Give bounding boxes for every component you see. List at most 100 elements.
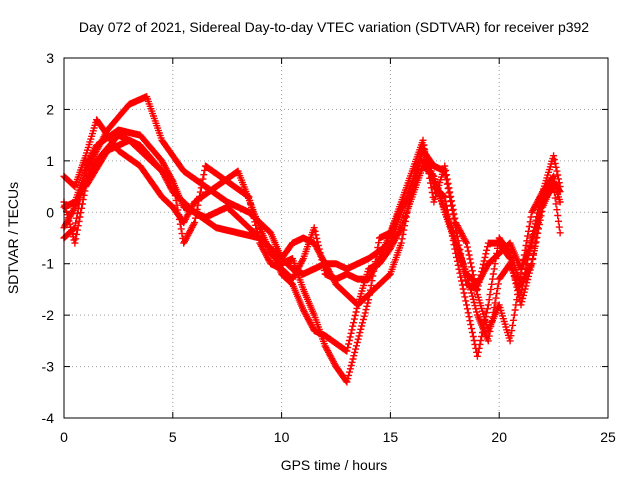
data-point xyxy=(531,242,533,244)
data-point xyxy=(433,165,435,167)
y-tick-label: -1 xyxy=(42,256,55,272)
x-tick-label: 0 xyxy=(60,429,68,445)
data-point xyxy=(183,221,185,224)
data-point xyxy=(117,134,119,136)
data-point xyxy=(324,273,326,275)
data-point xyxy=(226,201,228,203)
data-point xyxy=(281,268,283,270)
data-point xyxy=(553,175,555,177)
data-point xyxy=(542,191,544,193)
data-point xyxy=(117,129,119,131)
data-point xyxy=(85,155,87,157)
data-point xyxy=(553,185,555,188)
data-point xyxy=(487,329,489,332)
data-point xyxy=(291,278,294,280)
data-point xyxy=(313,268,315,270)
data-point xyxy=(270,252,272,255)
data-point xyxy=(411,196,413,198)
data-point xyxy=(444,170,446,172)
y-tick-label: -2 xyxy=(42,307,55,323)
data-point xyxy=(146,95,148,98)
data-point xyxy=(335,365,337,368)
data-point xyxy=(346,268,348,270)
data-point xyxy=(389,273,391,275)
data-point xyxy=(559,232,561,234)
data-point xyxy=(248,196,250,198)
data-point xyxy=(215,227,217,229)
data-point xyxy=(237,232,239,234)
x-tick-labels: 0 5 10 15 20 25 xyxy=(60,429,616,445)
data-point xyxy=(368,257,370,260)
x-tick-label: 10 xyxy=(274,429,290,445)
data-point xyxy=(183,242,185,244)
data-point xyxy=(542,201,544,203)
data-point xyxy=(346,293,348,296)
data-point xyxy=(509,340,511,342)
data-point xyxy=(520,268,522,270)
data-point xyxy=(487,263,489,265)
data-point xyxy=(96,160,98,162)
data-point xyxy=(378,263,381,265)
data-point xyxy=(553,180,555,183)
data-point xyxy=(422,165,424,167)
data-point xyxy=(302,309,304,311)
data-point xyxy=(400,242,402,244)
data-point xyxy=(281,263,283,265)
data-point xyxy=(476,288,479,291)
data-point xyxy=(400,227,402,229)
data-point xyxy=(455,227,457,229)
x-tick-label: 20 xyxy=(491,429,507,445)
series-markers xyxy=(60,131,564,309)
data-point xyxy=(444,165,446,167)
data-point xyxy=(74,242,76,244)
data-point xyxy=(204,165,207,167)
data-point xyxy=(531,211,533,213)
series-track-5 xyxy=(60,131,564,309)
data-point xyxy=(368,268,370,270)
y-tick-label: -4 xyxy=(42,410,55,426)
data-point xyxy=(487,304,489,306)
data-point xyxy=(498,278,500,280)
y-tick-label: -3 xyxy=(42,359,55,375)
data-point xyxy=(476,355,479,357)
data-point xyxy=(96,119,98,121)
y-tick-label: 1 xyxy=(46,153,54,169)
data-point xyxy=(498,304,500,306)
data-point xyxy=(85,180,87,183)
data-point xyxy=(509,257,511,260)
data-point xyxy=(291,242,294,244)
data-point xyxy=(476,314,479,316)
x-tick-label: 25 xyxy=(600,429,616,445)
data-point xyxy=(487,340,489,342)
data-point xyxy=(335,263,337,265)
data-point xyxy=(139,144,141,147)
data-point xyxy=(183,206,185,208)
data-point xyxy=(520,273,522,275)
data-point xyxy=(335,283,337,285)
y-tick-labels: -4 -3 -2 -1 0 1 2 3 xyxy=(42,50,55,426)
data-point xyxy=(117,149,119,152)
data-point xyxy=(270,263,272,265)
data-point xyxy=(281,273,283,275)
data-point xyxy=(559,191,561,193)
data-point xyxy=(172,206,174,208)
data-point xyxy=(422,139,424,141)
x-tick-label: 15 xyxy=(383,429,399,445)
data-point xyxy=(357,278,359,280)
data-point xyxy=(281,257,283,260)
data-point xyxy=(291,257,294,260)
data-point xyxy=(161,196,163,198)
data-point xyxy=(302,257,304,260)
data-point xyxy=(411,170,413,172)
data-point xyxy=(444,211,446,213)
data-point xyxy=(433,175,435,177)
data-point xyxy=(313,329,315,332)
x-axis-title: GPS time / hours xyxy=(281,457,388,473)
data-point xyxy=(444,196,446,198)
data-point xyxy=(498,242,500,244)
data-point xyxy=(476,293,479,296)
data-point xyxy=(455,242,457,244)
x-tick-label: 5 xyxy=(169,429,177,445)
data-point xyxy=(74,227,76,229)
data-point xyxy=(465,242,468,244)
